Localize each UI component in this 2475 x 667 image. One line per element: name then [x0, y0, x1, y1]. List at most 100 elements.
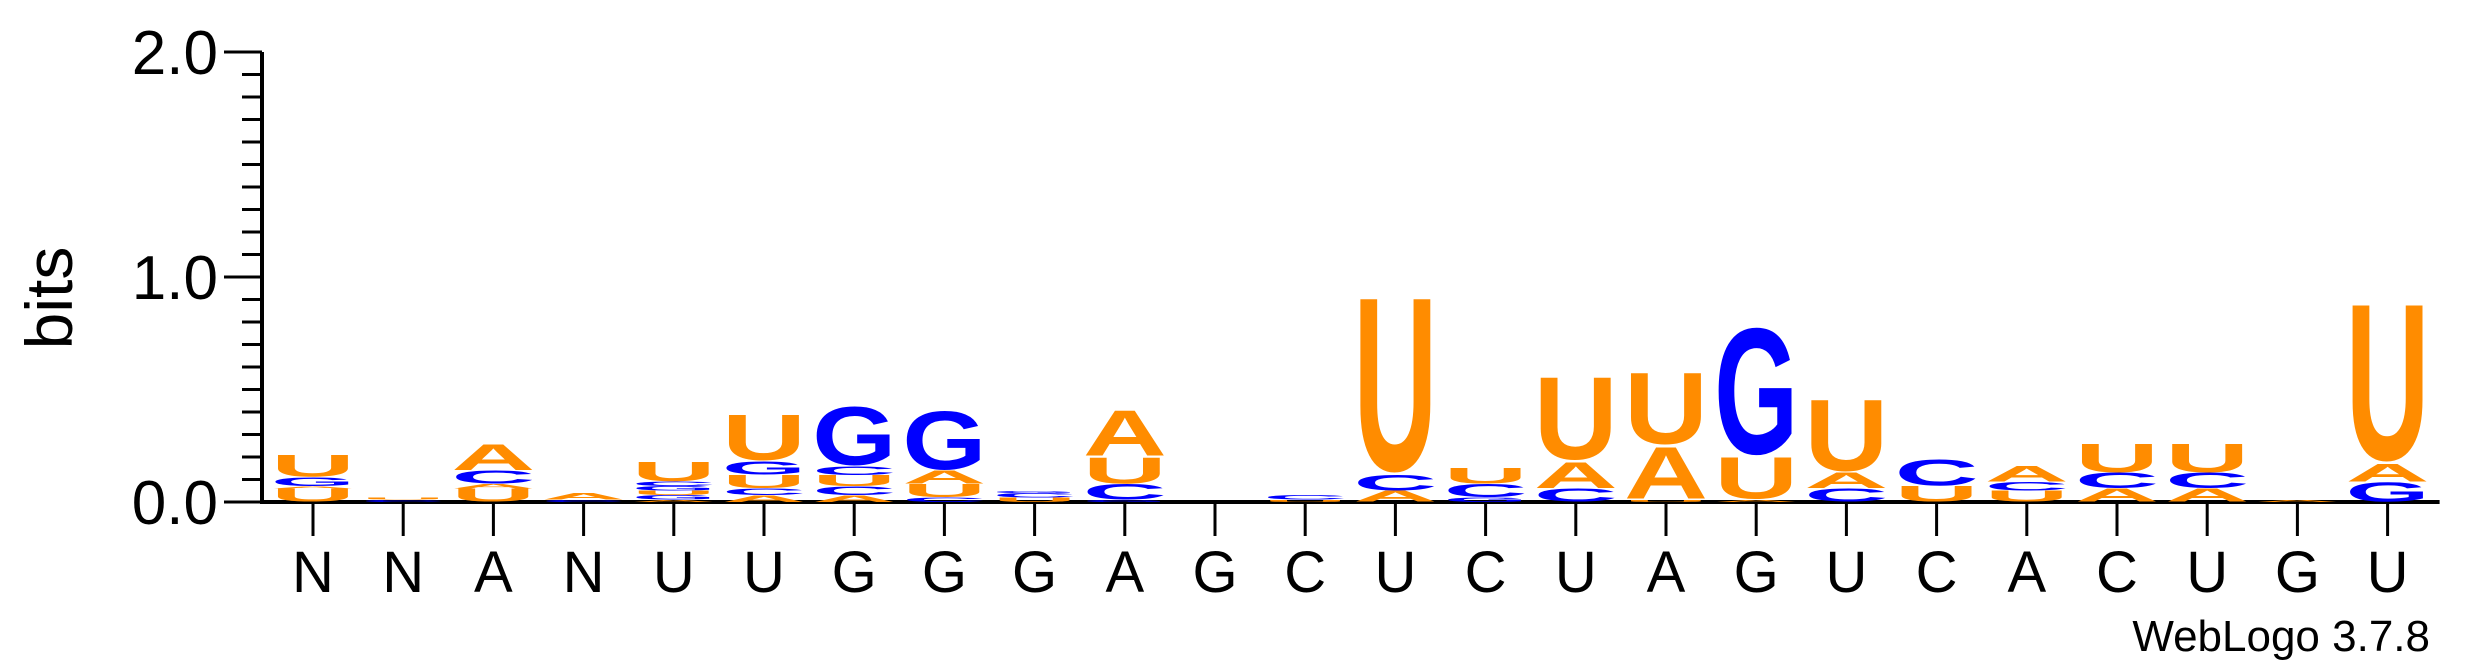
logo-letter-c: C [722, 487, 806, 497]
logo-letter-u: U [271, 449, 355, 484]
logo-letter-u: U [271, 485, 355, 506]
logo-letter-u: U [2075, 436, 2159, 481]
position-label: U [653, 540, 695, 605]
logo-letter-a: A [1714, 499, 1798, 502]
position-label: A [474, 540, 513, 605]
logo-letter-u: U [722, 401, 806, 474]
logo-letter-u: U [2165, 436, 2249, 481]
logo-letter-g: G [1083, 499, 1167, 502]
logo-letter-u: U [722, 471, 806, 492]
logo-letter-c: C [993, 492, 1077, 499]
position-label: U [743, 540, 785, 605]
logo-letter-c: C [2165, 468, 2249, 492]
logo-letter-g: G [271, 475, 355, 489]
position-label: U [1374, 540, 1416, 605]
logo-letter-c: C [812, 463, 896, 477]
logo-letter-c: C [2075, 468, 2159, 492]
logo-letter-u: U [1714, 445, 1798, 511]
logo-letter-c: C [1263, 494, 1347, 501]
logo-letter-a: A [2075, 485, 2159, 506]
position-label: U [1555, 540, 1597, 605]
logo-letter-c: C [1895, 452, 1979, 493]
position-label: C [1284, 540, 1326, 605]
logo-letter-a: A [1985, 462, 2069, 486]
logo-letter-u: U [812, 472, 896, 489]
logo-letter-u: U [2346, 257, 2430, 507]
logo-letter-c: C [542, 499, 626, 502]
logo-letter-g: G [632, 485, 716, 492]
logo-letter-c: C [1353, 471, 1437, 495]
position-label: G [1192, 540, 1237, 605]
logo-letter-a: A [2346, 459, 2430, 487]
logo-letter-g: G [1714, 292, 1798, 492]
logo-letter-c: C [902, 496, 986, 503]
logo-letter-u: U [451, 485, 535, 506]
logo-letter-a: A [902, 467, 986, 488]
logo-letter-g: G [1444, 496, 1528, 503]
logo-letter-u: U [1353, 247, 1437, 524]
logo-letter-u: U [1444, 464, 1528, 488]
position-label: G [1734, 540, 1779, 605]
logo-letter-u: U [632, 490, 716, 497]
position-label: N [292, 540, 334, 605]
logo-letter-a: A [1804, 468, 1888, 492]
logo-letter-c: C [1444, 480, 1528, 501]
logo-letter-u: U [1083, 450, 1167, 491]
logo-letter-g: G [632, 494, 716, 501]
logo-letter-a: A [1083, 397, 1167, 470]
logo-letter-c: C [451, 467, 535, 488]
position-label: G [832, 540, 877, 605]
logo-letter-g: G [902, 394, 986, 487]
logo-letter-a: A [812, 493, 896, 503]
logo-letter-a: A [632, 499, 716, 502]
logo-letter-a: A [1353, 488, 1437, 505]
logo-letter-g: G [2346, 476, 2430, 507]
position-label: U [1825, 540, 1867, 605]
position-label: C [1465, 540, 1507, 605]
logo-letter-u: U [632, 456, 716, 487]
weblogo-credit: WebLogo 3.7.8 [2132, 612, 2430, 661]
y-axis-label: bits [12, 247, 86, 350]
position-label: A [1105, 540, 1144, 605]
logo-letter-a: A [451, 437, 535, 478]
logo-letter-a: A [1624, 431, 1708, 514]
y-tick-label: 1.0 [132, 244, 218, 313]
logo-letter-a: A [2165, 485, 2249, 506]
logo-letter-a: A [2255, 499, 2339, 502]
y-tick-label: 2.0 [132, 19, 218, 88]
logo-letter-c: C [632, 481, 716, 488]
logo-letter-u: U [993, 496, 1077, 503]
logo-letter-c: C [361, 499, 445, 502]
logo-letter-c: C [812, 484, 896, 498]
position-label: G [1012, 540, 1057, 605]
position-label: U [2186, 540, 2228, 605]
logo-letter-u: U [902, 480, 986, 501]
position-label: C [2096, 540, 2138, 605]
logo-letter-u: U [1985, 488, 2069, 505]
position-label: G [2275, 540, 2320, 605]
logo-letter-u: U [1624, 499, 1708, 502]
logo-letter-u: U [1534, 352, 1618, 484]
logo-letter-g: G [812, 390, 896, 483]
logo-letter-a: A [722, 493, 806, 503]
logo-letter-g: G [993, 490, 1077, 493]
position-label: A [2007, 540, 2046, 605]
logo-letter-a: A [451, 483, 535, 490]
logo-letter-u: U [361, 497, 445, 500]
logo-letter-c: C [1985, 479, 2069, 493]
logo-letter-a: A [542, 491, 626, 501]
logo-letter-a: A [271, 486, 355, 489]
logo-letter-u: U [1895, 482, 1979, 506]
logo-letter-c: C [1804, 485, 1888, 506]
y-tick-label: 0.0 [132, 469, 218, 538]
logo-letter-u: U [1624, 352, 1708, 466]
logo-letter-g: G [722, 458, 806, 479]
position-label: U [2367, 540, 2409, 605]
position-label: N [382, 540, 424, 605]
position-label: G [922, 540, 967, 605]
logo-letter-c: C [1083, 480, 1167, 504]
position-label: C [1916, 540, 1958, 605]
